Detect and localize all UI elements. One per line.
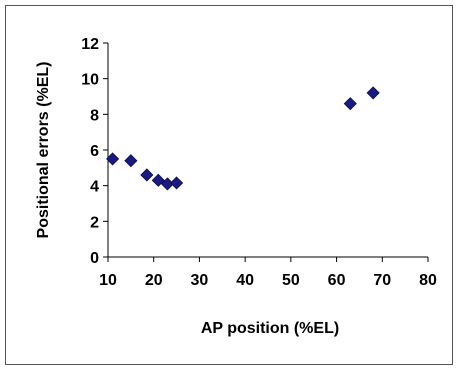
data-point [170,176,184,190]
y-tick-label: 4 [90,179,99,196]
y-tick-label: 6 [90,143,99,160]
x-tick-label: 40 [236,272,254,289]
y-tick-label: 0 [90,250,99,267]
x-tick-label: 20 [145,272,163,289]
y-tick-label: 12 [81,36,99,53]
data-point [343,97,357,111]
chart-frame [5,5,453,365]
data-point [124,154,138,168]
y-tick-label: 2 [90,214,99,231]
data-point [140,168,154,182]
data-point [366,86,380,100]
y-tick-label: 10 [81,72,99,89]
x-tick-label: 80 [419,272,437,289]
x-tick-label: 60 [328,272,346,289]
x-axis-label: AP position (%EL) [201,320,339,337]
x-tick-label: 50 [282,272,300,289]
y-axis-label: Positional errors (%EL) [35,62,52,239]
x-tick-label: 30 [191,272,209,289]
y-tick-label: 8 [90,107,99,124]
data-point [151,173,165,187]
x-tick-label: 10 [99,272,117,289]
data-point [106,152,120,166]
x-tick-label: 70 [373,272,391,289]
